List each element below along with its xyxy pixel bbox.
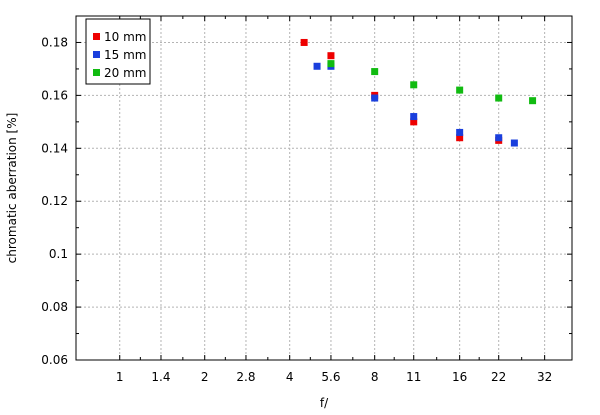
point-10mm xyxy=(410,118,418,126)
x-tick-label: 1.4 xyxy=(151,370,170,384)
legend-label: 15 mm xyxy=(104,48,146,62)
x-tick-label: 4 xyxy=(286,370,294,384)
x-tick-label: 11 xyxy=(406,370,421,384)
x-tick-label: 2 xyxy=(201,370,209,384)
legend-marker xyxy=(93,51,100,58)
x-tick-label: 16 xyxy=(452,370,467,384)
y-tick-label: 0.18 xyxy=(41,35,68,49)
x-tick-label: 1 xyxy=(116,370,124,384)
y-tick-label: 0.08 xyxy=(41,300,68,314)
point-10mm xyxy=(300,38,308,46)
legend: 10 mm 15 mm 20 mm xyxy=(85,18,151,85)
point-15mm xyxy=(495,134,503,142)
legend-marker xyxy=(93,69,100,76)
x-tick-label: 22 xyxy=(491,370,506,384)
point-15mm xyxy=(313,62,321,70)
point-20mm xyxy=(495,94,503,102)
axis-ticks: 0.06 0.08 0.1 0.12 0.14 0.16 0.18 1 1.4 2 2.8 4 5.6 8… xyxy=(41,15,572,384)
point-10mm xyxy=(456,134,464,142)
point-15mm xyxy=(410,113,418,121)
legend-label: 20 mm xyxy=(104,66,146,80)
point-20mm xyxy=(529,97,537,105)
point-15mm xyxy=(510,139,518,147)
y-axis-title: chromatic aberration [%] xyxy=(5,113,19,264)
point-15mm xyxy=(456,128,464,136)
point-15mm xyxy=(371,94,379,102)
x-tick-label: 32 xyxy=(537,370,552,384)
y-tick-label: 0.06 xyxy=(41,353,68,367)
point-20mm xyxy=(371,68,379,76)
point-20mm xyxy=(456,86,464,94)
y-tick-label: 0.12 xyxy=(41,194,68,208)
legend-label: 10 mm xyxy=(104,30,146,44)
grid xyxy=(76,16,572,360)
legend-marker xyxy=(93,33,100,40)
point-20mm xyxy=(410,81,418,89)
plot-frame xyxy=(75,15,573,361)
y-tick-label: 0.14 xyxy=(41,141,68,155)
x-tick-label: 5.6 xyxy=(321,370,340,384)
x-tick-label: 2.8 xyxy=(236,370,255,384)
y-tick-label: 0.1 xyxy=(49,247,68,261)
x-tick-label: 8 xyxy=(371,370,379,384)
point-10mm xyxy=(327,52,335,60)
x-axis-title: f/ xyxy=(320,396,329,410)
point-20mm xyxy=(327,60,335,68)
y-tick-label: 0.16 xyxy=(41,88,68,102)
data-points xyxy=(300,38,537,147)
